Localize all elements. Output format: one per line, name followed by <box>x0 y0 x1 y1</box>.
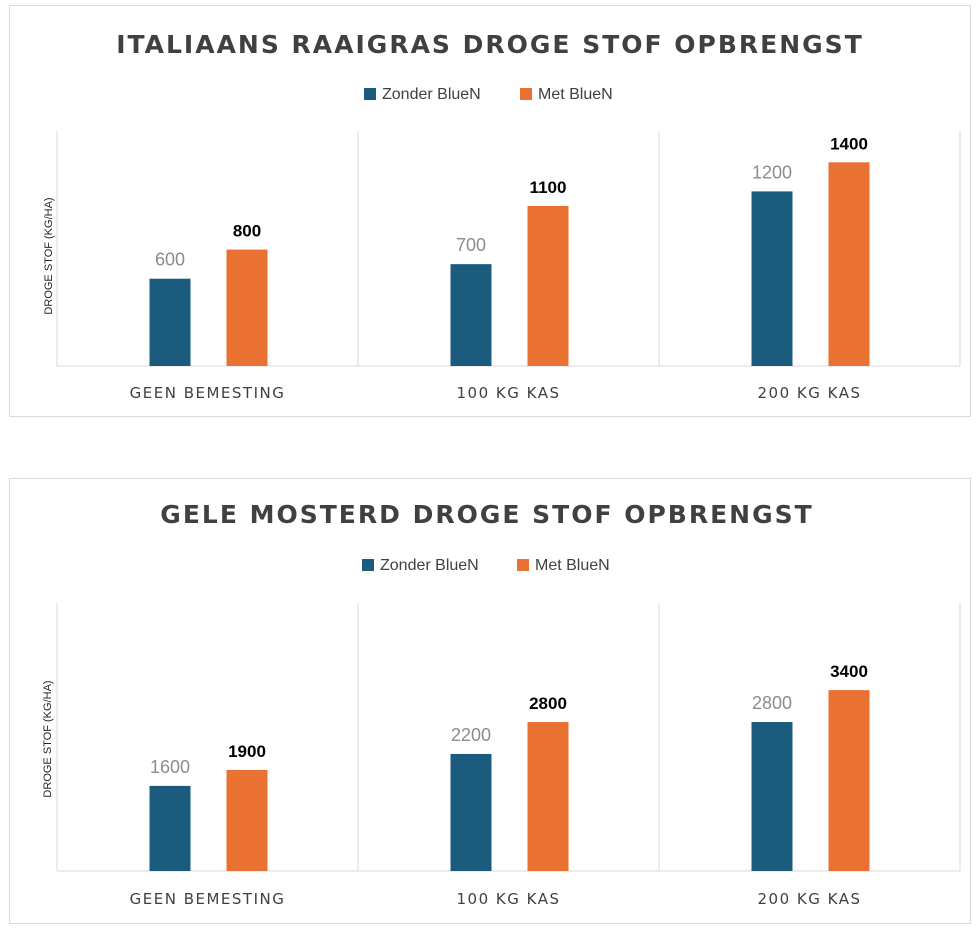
bar-zonder-2 <box>751 191 793 366</box>
y-axis-label: DROGE STOF (KG/HA) <box>43 197 55 314</box>
category-label: GEEN BEMESTING <box>130 890 286 908</box>
bar-zonder-1 <box>450 264 492 366</box>
data-label: 1100 <box>530 178 567 197</box>
category-label: 100 KG KAS <box>457 384 561 402</box>
bar-zonder-2 <box>751 722 793 871</box>
legend-label-met: Met BlueN <box>538 86 613 103</box>
legend-label-met: Met BlueN <box>535 557 610 574</box>
data-label: 600 <box>155 250 185 270</box>
bar-met-2 <box>828 162 870 366</box>
chart-title: GELE MOSTERD DROGE STOF OPBRENGST <box>160 500 813 529</box>
legend-label-zonder: Zonder BlueN <box>380 557 479 574</box>
category-label: 100 KG KAS <box>457 890 561 908</box>
bar-chart-mosterd: GELE MOSTERD DROGE STOF OPBRENGST Zonder… <box>42 500 961 908</box>
chart-title: ITALIAANS RAAIGRAS DROGE STOF OPBRENGST <box>116 30 864 59</box>
legend-swatch-met <box>517 559 529 571</box>
bar-met-0 <box>226 249 268 366</box>
data-label: 1400 <box>830 134 868 153</box>
category-label: 200 KG KAS <box>758 384 862 402</box>
bar-met-2 <box>828 690 870 871</box>
chart-panel-raaigras: ITALIAANS RAAIGRAS DROGE STOF OPBRENGST … <box>9 5 971 417</box>
data-label: 700 <box>456 235 486 255</box>
data-label: 2800 <box>752 693 792 713</box>
bar-met-0 <box>226 769 268 871</box>
plot-area: 600 800 GEEN BEMESTING 700 1100 100 KG KAS 120… <box>56 131 961 402</box>
legend-swatch-met <box>520 88 532 100</box>
bar-met-1 <box>527 722 569 871</box>
legend-label-zonder: Zonder BlueN <box>382 86 481 103</box>
bar-chart-raaigras: ITALIAANS RAAIGRAS DROGE STOF OPBRENGST … <box>43 30 961 402</box>
data-label: 1600 <box>150 757 190 777</box>
chart-panel-mosterd: GELE MOSTERD DROGE STOF OPBRENGST Zonder… <box>9 478 971 924</box>
category-label: 200 KG KAS <box>758 890 862 908</box>
data-label: 3400 <box>830 662 868 681</box>
legend-swatch-zonder <box>362 559 374 571</box>
data-label: 1200 <box>752 162 792 182</box>
bar-zonder-0 <box>149 278 191 366</box>
data-label: 800 <box>233 222 261 241</box>
category-label: GEEN BEMESTING <box>130 384 286 402</box>
bar-zonder-1 <box>450 753 492 871</box>
bar-zonder-0 <box>149 785 191 871</box>
plot-area: 1600 1900 GEEN BEMESTING 2200 2800 100 KG KAS… <box>56 603 961 908</box>
data-label: 1900 <box>228 742 266 761</box>
data-label: 2200 <box>451 725 491 745</box>
data-label: 2800 <box>529 694 567 713</box>
legend: Zonder BlueN Met BlueN <box>362 557 610 574</box>
y-axis-label: DROGE STOF (KG/HA) <box>42 680 54 797</box>
legend: Zonder BlueN Met BlueN <box>364 86 613 103</box>
bar-met-1 <box>527 205 569 366</box>
legend-swatch-zonder <box>364 88 376 100</box>
